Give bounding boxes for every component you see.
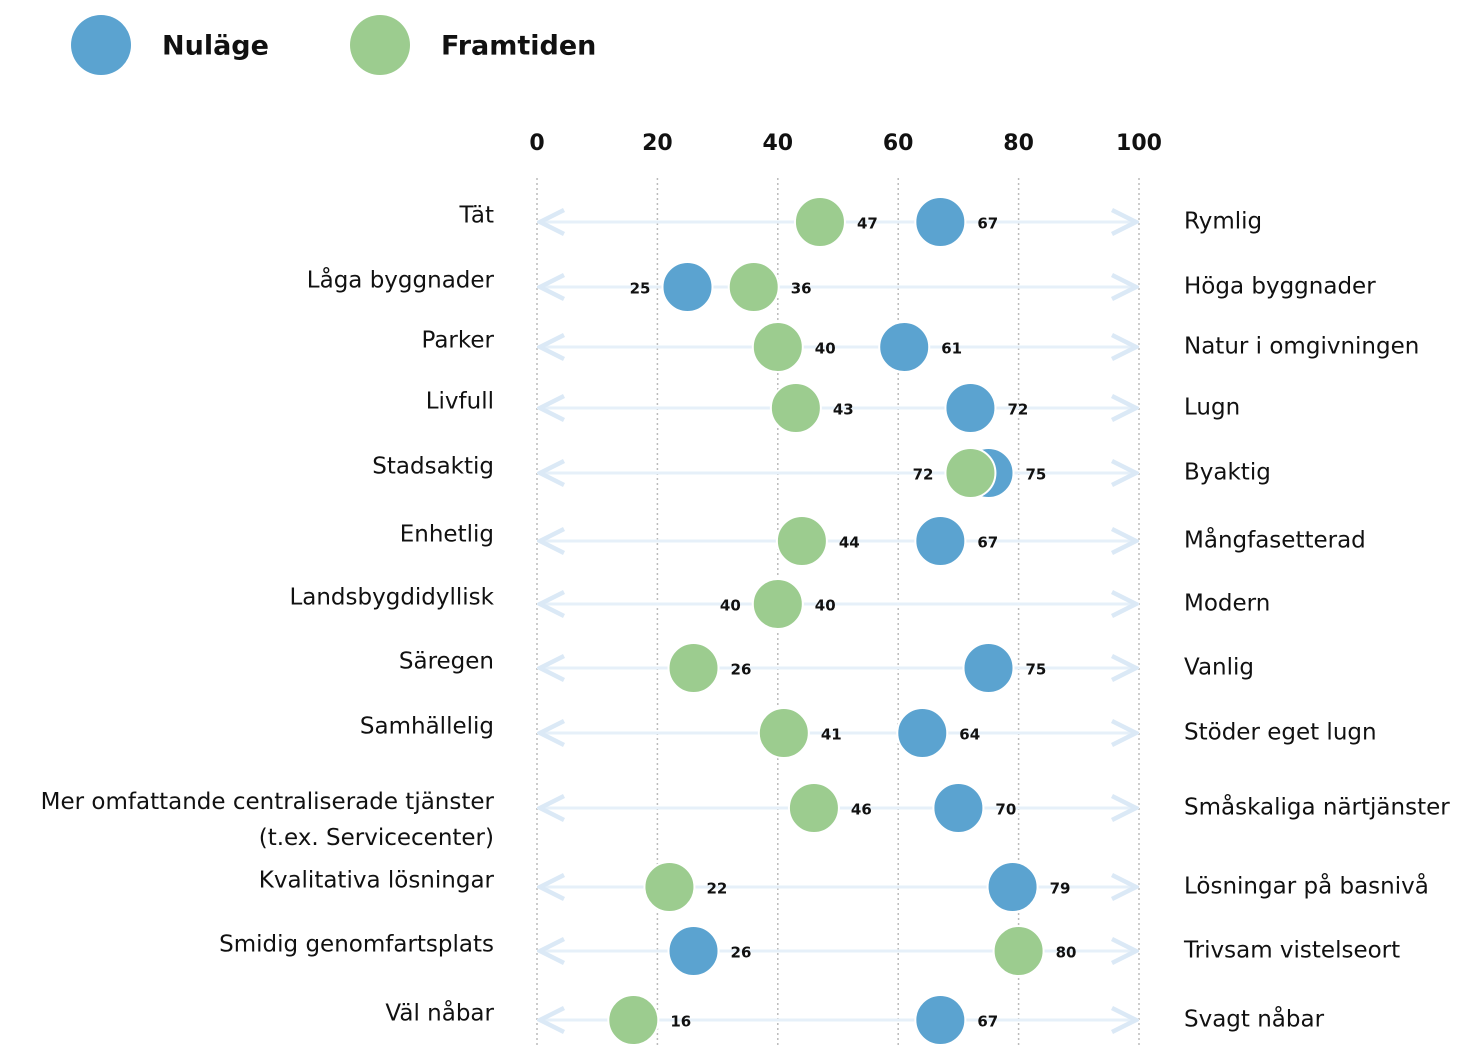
x-tick-label: 80 [1003,131,1034,156]
dot [775,515,828,567]
value-label: 79 [1050,880,1071,898]
right-label: Modern [1184,591,1270,617]
right-label: Natur i omgivningen [1184,334,1419,360]
x-tick-label: 60 [883,131,914,156]
dot [769,382,822,434]
right-label: Stöder eget lugn [1184,720,1377,746]
dot [914,994,967,1045]
left-label: Livfull [426,389,494,415]
x-tick-label: 100 [1116,131,1162,156]
dot [787,782,840,834]
right-label: Byaktig [1184,460,1271,486]
dot [667,642,720,694]
left-label: Kvalitativa lösningar [259,868,495,894]
value-label: 40 [720,597,741,615]
left-label: Väl nåbar [385,999,494,1027]
value-label: 40 [815,340,836,358]
value-label: 40 [815,597,836,615]
value-label: 22 [706,880,727,898]
right-label: Svagt nåbar [1184,1005,1325,1033]
dot [878,321,931,373]
value-label: 26 [731,944,752,962]
dot [727,261,780,313]
dot [962,642,1015,694]
value-label: 44 [839,534,860,552]
value-label: 61 [941,340,962,358]
left-label: Parker [422,328,495,354]
value-label: 16 [670,1013,691,1031]
left-label: Säregen [399,649,494,675]
right-label: Mångfasetterad [1184,526,1366,554]
legend-marker [71,15,131,75]
left-label: Tät [459,203,494,229]
legend-label: Nuläge [162,31,269,62]
right-label: Småskaliga närtjänster [1184,793,1450,821]
right-label: Trivsam vistelseort [1183,938,1400,964]
value-label: 41 [821,726,842,744]
left-label: Landsbygdidyllisk [289,585,494,611]
x-tick-label: 20 [642,131,673,156]
right-label: Vanlig [1184,655,1254,681]
value-label: 46 [851,801,872,819]
dot [607,994,660,1045]
value-label: 64 [959,726,980,744]
dot [757,707,810,759]
value-label: 70 [995,801,1016,819]
dot [944,382,997,434]
value-label: 43 [833,401,854,419]
dot [932,782,985,834]
dot [896,707,949,759]
dot [944,447,997,499]
dot [643,861,696,913]
right-label: Höga byggnader [1184,274,1376,300]
left-label: Samhällelig [360,714,494,740]
x-tick-label: 40 [762,131,793,156]
dot [751,578,804,630]
dot [914,515,967,567]
dot [992,925,1045,977]
right-label: Rymlig [1184,209,1262,235]
value-label: 75 [1026,466,1047,484]
value-label: 67 [977,215,998,233]
dot [914,196,967,248]
left-label: Enhetlig [400,522,494,548]
right-label: Lösningar på basnivå [1184,872,1429,900]
value-label: 47 [857,215,878,233]
dot [986,861,1039,913]
dot [793,196,846,248]
legend-marker [350,15,410,75]
value-label: 36 [791,280,812,298]
x-tick-label: 0 [529,131,544,156]
legend-label: Framtiden [441,31,596,62]
value-label: 25 [630,280,651,298]
dot [751,321,804,373]
value-label: 67 [977,534,998,552]
value-label: 72 [913,466,934,484]
left-label: Stadsaktig [372,454,494,480]
value-label: 67 [977,1013,998,1031]
value-label: 75 [1026,661,1047,679]
dot [661,261,714,313]
value-label: 80 [1056,944,1077,962]
left-label: Låga byggnader [307,266,495,294]
value-label: 26 [731,661,752,679]
left-label: Smidig genomfartsplats [219,932,494,958]
left-label: Mer omfattande centraliserade tjänster (t… [41,789,495,851]
value-label: 72 [1007,401,1028,419]
dot [667,925,720,977]
right-label: Lugn [1184,395,1240,421]
